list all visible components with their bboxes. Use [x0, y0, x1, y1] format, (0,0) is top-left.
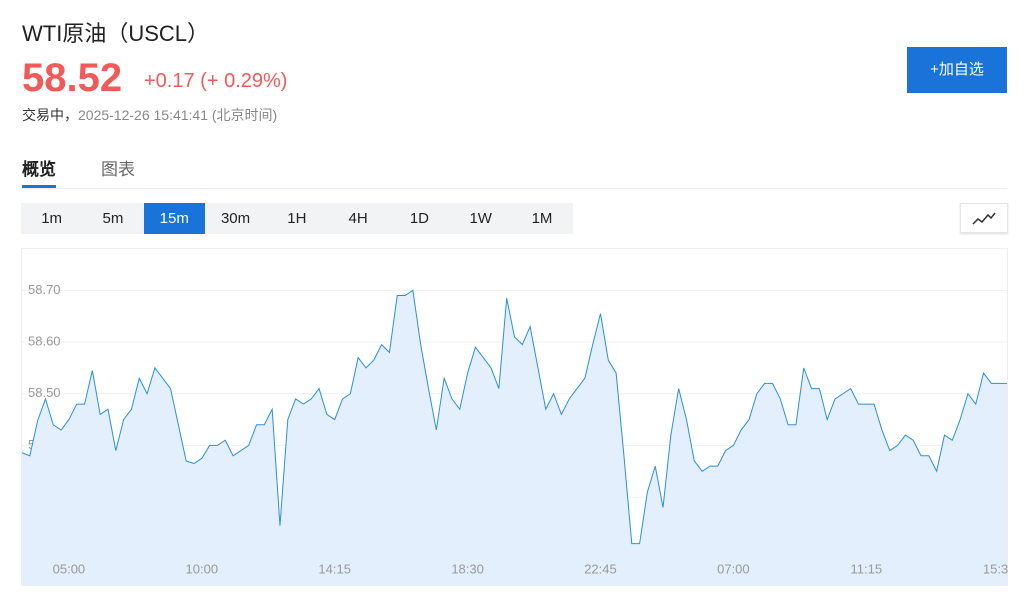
interval-button[interactable]: 1D — [409, 210, 430, 227]
tab[interactable]: 图表 — [101, 160, 135, 179]
tab[interactable]: 概览 — [22, 155, 56, 188]
status-text: 交易中， — [22, 107, 78, 123]
change-percent: (+ 0.29%) — [200, 70, 288, 92]
line-icon — [972, 212, 996, 225]
interval-button[interactable]: 15m — [143, 203, 205, 234]
change-value: +0.17 — [144, 70, 195, 92]
interval-button[interactable]: 5m — [102, 210, 124, 227]
interval-button[interactable]: 1H — [287, 210, 307, 227]
y-tick-label: 58.50 — [28, 385, 61, 400]
x-tick-label: 05:00 — [53, 561, 86, 576]
title: WTI原油（USCL） — [22, 21, 210, 46]
change: +0.17 (+ 0.29%) — [144, 70, 287, 93]
x-tick-label: 22:45 — [584, 561, 617, 576]
x-tick-label: 14:15 — [318, 561, 351, 576]
y-tick-label: 58.60 — [28, 333, 61, 348]
x-tick-label: 11:15 — [850, 561, 882, 576]
tabs: 概览 图表 — [22, 155, 135, 188]
area — [22, 290, 1007, 585]
chart-type-button[interactable] — [960, 203, 1008, 233]
status: 交易中，2025-12-26 15:41:41 (北京时间) — [22, 105, 277, 125]
chart-frame — [21, 248, 1008, 586]
line — [21, 289, 1007, 545]
interval-button[interactable]: 1W — [469, 210, 492, 227]
x-tick-label: 07:00 — [717, 561, 750, 576]
interval-button[interactable]: 1M — [531, 210, 553, 227]
price: 58.52 — [22, 56, 123, 100]
interval-button[interactable]: 1m — [41, 210, 63, 227]
timestamp: 2025-12-26 15:41:41 (北京时间) — [78, 107, 278, 123]
add-watchlist-button[interactable]: +加自选 — [907, 47, 1007, 93]
y-tick-label: 58.70 — [28, 282, 61, 297]
separator — [22, 188, 1007, 189]
interval-button[interactable]: 30m — [220, 210, 251, 227]
x-tick-label: 18:30 — [451, 561, 484, 576]
x-tick-label: 15:30 — [983, 561, 1016, 576]
interval-bar: 1m 5m 15m 30m 1H 4H 1D 1W 1M — [21, 203, 573, 234]
x-tick-label: 10:00 — [186, 561, 219, 576]
interval-button[interactable]: 4H — [348, 210, 368, 227]
